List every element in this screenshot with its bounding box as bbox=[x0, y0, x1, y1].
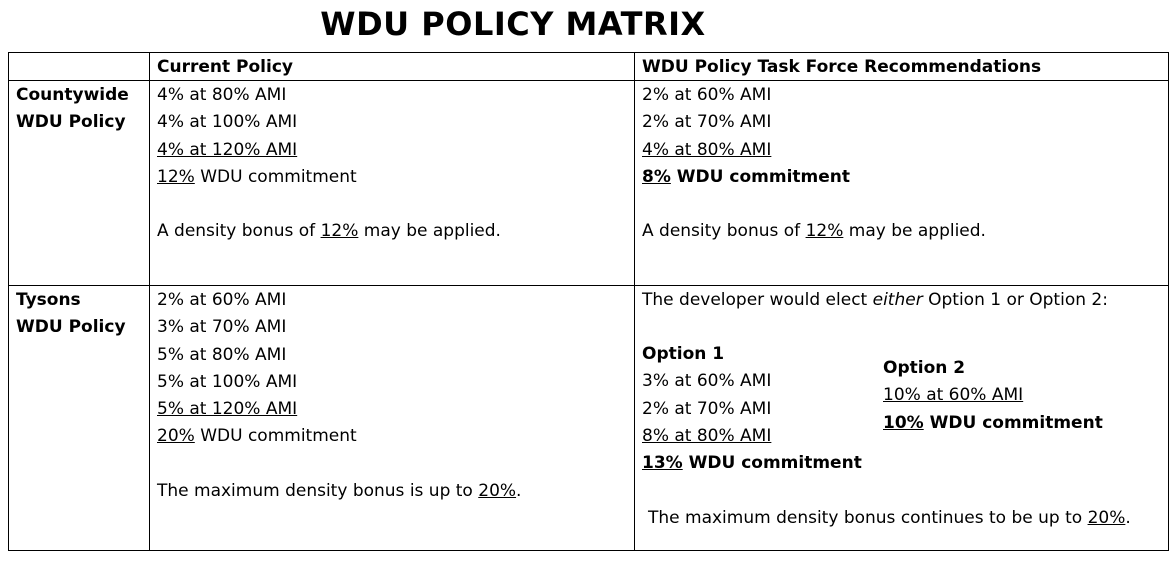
row-label-line: WDU Policy bbox=[16, 317, 126, 338]
table-row-tysons: Tysons WDU Policy 2% at 60% AMI 3% at 70… bbox=[8, 285, 1169, 551]
bonus-text: The maximum density bonus is up to bbox=[157, 480, 479, 501]
ami-line: 2% at 60% AMI bbox=[642, 85, 772, 105]
ami-line: 3% at 70% AMI bbox=[157, 317, 287, 338]
bonus-text: A density bonus of bbox=[642, 221, 806, 242]
bonus-text: may be applied. bbox=[843, 221, 986, 242]
commitment-text: WDU commitment bbox=[194, 166, 357, 187]
bonus-text: A density bonus of bbox=[157, 221, 321, 242]
commitment-text: WDU commitment bbox=[682, 453, 862, 474]
commitment-text: WDU commitment bbox=[923, 412, 1103, 433]
ami-line: 5% at 120% AMI bbox=[157, 399, 298, 420]
commitment-text: WDU commitment bbox=[670, 166, 850, 187]
ami-line: 5% at 80% AMI bbox=[157, 344, 287, 365]
density-bonus-line: A density bonus of 12% may be applied. bbox=[157, 218, 627, 245]
row-label-line: Countywide bbox=[16, 85, 129, 105]
commitment-line: 20% WDU commitment bbox=[157, 423, 627, 450]
density-bonus-line: The maximum density bonus is up to 20%. bbox=[157, 478, 627, 505]
page-title: WDU POLICY MATRIX bbox=[320, 5, 706, 43]
commitment-percent: 13% bbox=[642, 453, 683, 474]
table-header-row: Current Policy WDU Policy Task Force Rec… bbox=[8, 52, 1169, 81]
bonus-text: . bbox=[516, 480, 522, 501]
density-bonus-line: A density bonus of 12% may be applied. bbox=[642, 218, 1161, 245]
commitment-line: 13% WDU commitment bbox=[642, 450, 862, 477]
commitment-percent: 8% bbox=[642, 166, 671, 187]
ami-line: 4% at 100% AMI bbox=[157, 112, 298, 133]
ami-line: 4% at 80% AMI bbox=[642, 139, 772, 160]
option-1-block: Option 1 3% at 60% AMI 2% at 70% AMI 8% … bbox=[642, 341, 862, 477]
commitment-percent: 10% bbox=[883, 412, 924, 433]
option-2-block: Option 2 10% at 60% AMI 10% WDU commitme… bbox=[883, 355, 1103, 437]
table-row-countywide: Countywide WDU Policy 4% at 80% AMI 4% a… bbox=[8, 80, 1169, 286]
bonus-percent: 12% bbox=[320, 221, 359, 242]
intro-text: Option 1 or Option 2: bbox=[922, 290, 1108, 310]
ami-line: 2% at 60% AMI bbox=[157, 290, 287, 310]
countywide-recommended-cell: 2% at 60% AMI 2% at 70% AMI 4% at 80% AM… bbox=[634, 80, 1169, 286]
ami-line: 10% at 60% AMI bbox=[883, 385, 1024, 406]
commitment-percent: 12% bbox=[157, 166, 195, 187]
ami-line: 2% at 70% AMI bbox=[642, 398, 772, 419]
row-label-line: WDU Policy bbox=[16, 112, 126, 133]
tysons-recommended-cell: The developer would elect either Option … bbox=[634, 285, 1169, 551]
ami-line: 5% at 100% AMI bbox=[157, 371, 298, 392]
commitment-line: 12% WDU commitment bbox=[157, 164, 627, 191]
countywide-current-cell: 4% at 80% AMI 4% at 100% AMI 4% at 120% … bbox=[149, 80, 635, 286]
row-label-countywide: Countywide WDU Policy bbox=[8, 80, 150, 286]
bonus-percent: 12% bbox=[805, 221, 844, 242]
density-bonus-line: The maximum density bonus continues to b… bbox=[648, 505, 1131, 532]
ami-line: 8% at 80% AMI bbox=[642, 425, 772, 446]
intro-emphasis: either bbox=[872, 290, 923, 310]
ami-line: 4% at 120% AMI bbox=[157, 139, 298, 160]
header-blank-cell bbox=[8, 52, 150, 81]
option-1-title: Option 1 bbox=[642, 344, 725, 364]
row-label-tysons: Tysons WDU Policy bbox=[8, 285, 150, 551]
ami-line: 2% at 70% AMI bbox=[642, 112, 772, 133]
commitment-text: WDU commitment bbox=[194, 426, 357, 447]
row-label-line: Tysons bbox=[16, 290, 81, 310]
ami-line: 4% at 80% AMI bbox=[157, 85, 287, 105]
policy-matrix-table: Current Policy WDU Policy Task Force Rec… bbox=[8, 52, 1169, 551]
header-current-policy: Current Policy bbox=[149, 52, 635, 81]
header-task-force-recommendations: WDU Policy Task Force Recommendations bbox=[634, 52, 1169, 81]
tysons-current-cell: 2% at 60% AMI 3% at 70% AMI 5% at 80% AM… bbox=[149, 285, 635, 551]
bonus-percent: 20% bbox=[1087, 508, 1126, 528]
intro-text: The developer would elect bbox=[642, 290, 873, 310]
election-intro-line: The developer would elect either Option … bbox=[642, 287, 1161, 314]
bonus-percent: 20% bbox=[478, 480, 517, 501]
bonus-text: may be applied. bbox=[358, 221, 501, 242]
commitment-line: 8% WDU commitment bbox=[642, 164, 1161, 191]
bonus-text: . bbox=[1125, 508, 1131, 528]
commitment-percent: 20% bbox=[157, 426, 195, 447]
ami-line: 3% at 60% AMI bbox=[642, 371, 772, 392]
bonus-text: The maximum density bonus continues to b… bbox=[648, 508, 1088, 528]
option-2-title: Option 2 bbox=[883, 358, 966, 378]
commitment-line: 10% WDU commitment bbox=[883, 410, 1103, 437]
